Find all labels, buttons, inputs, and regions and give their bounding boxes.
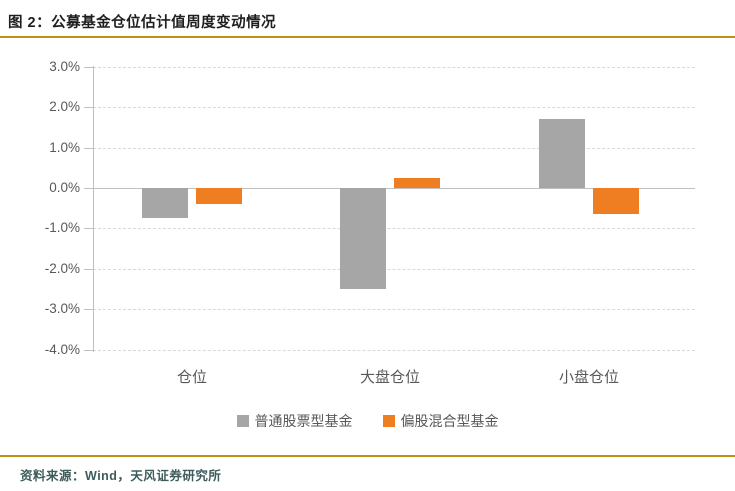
y-axis-tick	[84, 350, 93, 351]
x-axis-category-label: 大盘仓位	[359, 369, 420, 386]
bar-偏股混合型基金-仓位	[196, 188, 242, 204]
legend-item: 普通股票型基金	[236, 411, 353, 431]
bar-偏股混合型基金-小盘仓位	[593, 188, 639, 214]
gridline	[93, 148, 695, 149]
y-axis-tick-label: 3.0%	[49, 59, 80, 74]
y-axis-tick-label: 2.0%	[49, 99, 80, 114]
gridline	[93, 350, 695, 351]
x-axis-category-label: 仓位	[176, 369, 207, 386]
zero-gridline	[93, 188, 695, 189]
bar-偏股混合型基金-大盘仓位	[394, 178, 440, 188]
chart-legend: 普通股票型基金 偏股混合型基金	[0, 411, 735, 431]
x-axis-category-label: 小盘仓位	[558, 369, 619, 386]
y-axis-tick-label: 0.0%	[49, 180, 80, 195]
legend-swatch-icon	[236, 415, 249, 427]
footer-rule	[0, 455, 735, 457]
y-axis-tick	[84, 148, 93, 149]
y-axis-tick	[84, 309, 93, 310]
y-axis-tick	[84, 228, 93, 229]
gridline	[93, 269, 695, 270]
bar-普通股票型基金-小盘仓位	[539, 119, 585, 188]
gridline	[93, 67, 695, 68]
legend-label: 偏股混合型基金	[400, 413, 499, 429]
y-axis-tick-label: -2.0%	[44, 261, 80, 276]
y-axis-tick	[84, 188, 93, 189]
gridline	[93, 228, 695, 229]
y-axis-tick-label: -4.0%	[44, 342, 80, 357]
legend-label: 普通股票型基金	[254, 413, 353, 429]
legend-item: 偏股混合型基金	[382, 411, 499, 431]
title-underline	[0, 36, 735, 38]
source-note: 资料来源：Wind，天风证券研究所	[20, 469, 222, 483]
bar-普通股票型基金-仓位	[142, 188, 188, 218]
bar-chart: 3.0% 2.0% 1.0% 0.0% -1.0% -2.0% -3.0% -4.0% 仓位 大盘…	[44, 59, 695, 386]
bar-普通股票型基金-大盘仓位	[340, 188, 386, 289]
y-axis-tick-label: -3.0%	[44, 301, 80, 316]
gridline	[93, 309, 695, 310]
y-axis-tick-label: 1.0%	[49, 140, 80, 155]
y-axis-tick	[84, 67, 93, 68]
gridline	[93, 107, 695, 108]
y-axis-tick	[84, 269, 93, 270]
y-axis-line	[93, 66, 94, 352]
legend-swatch-icon	[382, 415, 395, 427]
y-axis-tick	[84, 107, 93, 108]
chart-title: 图 2：公募基金仓位估计值周度变动情况	[8, 15, 277, 31]
y-axis-tick-label: -1.0%	[44, 220, 80, 235]
